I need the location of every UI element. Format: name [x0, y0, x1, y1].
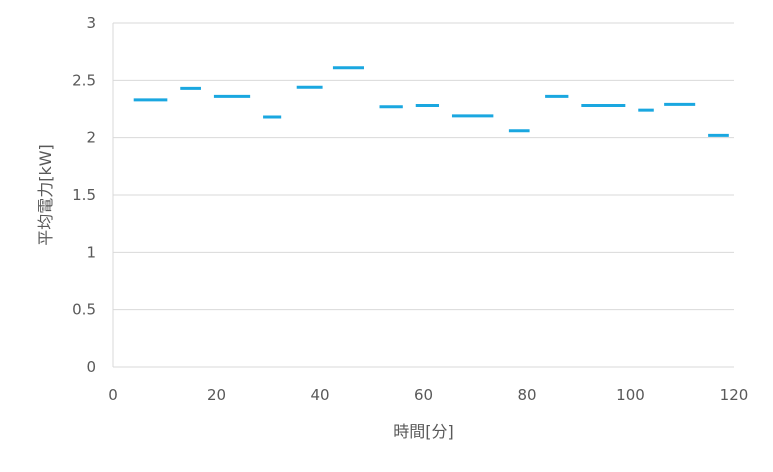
- y-tick-label: 2.5: [72, 71, 96, 89]
- x-tick-label: 80: [517, 386, 536, 404]
- y-tick-label: 0: [86, 358, 96, 376]
- x-tick-label: 120: [720, 386, 749, 404]
- x-tick-label: 40: [310, 386, 329, 404]
- y-tick-label: 1.5: [72, 186, 96, 204]
- gridlines: [113, 22, 734, 311]
- x-axis-title: 時間[分]: [393, 422, 454, 441]
- y-tick-label: 1: [86, 243, 96, 261]
- data-segments: [133, 66, 729, 137]
- y-tick-label: 0.5: [72, 301, 96, 319]
- x-tick-label: 60: [414, 386, 433, 404]
- axes: [112, 23, 734, 368]
- x-tick-label: 100: [616, 386, 645, 404]
- y-axis-title: 平均電力[kW]: [36, 144, 55, 246]
- x-tick-label: 20: [207, 386, 226, 404]
- x-tick-labels: 0 20 40 60 80 100 120: [108, 386, 748, 404]
- y-tick-label: 2: [86, 129, 96, 147]
- x-tick-label: 0: [108, 386, 118, 404]
- y-tick-label: 3: [86, 14, 96, 32]
- y-tick-labels: 0 0.5 1 1.5 2 2.5 3: [72, 14, 96, 376]
